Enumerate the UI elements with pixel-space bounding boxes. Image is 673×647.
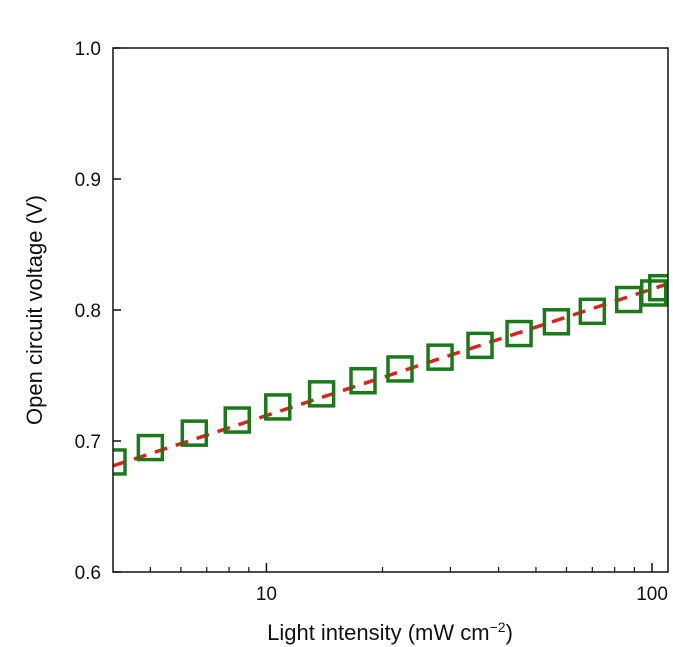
y-tick-label: 0.6 xyxy=(75,563,101,584)
y-tick-label: 1.0 xyxy=(75,39,101,60)
data-point xyxy=(386,355,414,383)
x-axis-title-suffix: ) xyxy=(506,620,513,645)
data-point xyxy=(349,366,377,395)
data-point xyxy=(542,308,571,336)
data-point xyxy=(578,297,607,326)
fit-line xyxy=(113,282,668,468)
data-point xyxy=(223,406,251,434)
y-tick-label: 0.7 xyxy=(75,432,101,453)
data-point xyxy=(426,343,454,371)
axis-ticks: 0.6 0.7 0.8 0.9 1.0 10 100 xyxy=(75,39,668,605)
x-tick-label: 10 xyxy=(256,584,277,605)
fit-line-group xyxy=(113,282,668,468)
data-point xyxy=(505,319,533,348)
data-points xyxy=(113,273,668,476)
data-point xyxy=(648,273,668,302)
x-axis-title-superscript: −2 xyxy=(490,619,506,635)
data-point xyxy=(466,331,494,360)
plot-frame xyxy=(112,47,669,573)
x-axis-title: Light intensity (mW cm−2) xyxy=(267,619,513,645)
data-point xyxy=(264,393,292,421)
y-tick-label: 0.9 xyxy=(75,170,101,191)
data-point xyxy=(113,448,127,476)
y-tick-label: 0.8 xyxy=(75,301,101,322)
y-axis-title: Open circuit voltage (V) xyxy=(22,195,47,425)
data-point xyxy=(180,419,209,447)
data-point xyxy=(136,433,165,462)
data-point xyxy=(639,279,668,307)
x-tick-label: 100 xyxy=(636,584,668,605)
data-point xyxy=(307,380,336,408)
